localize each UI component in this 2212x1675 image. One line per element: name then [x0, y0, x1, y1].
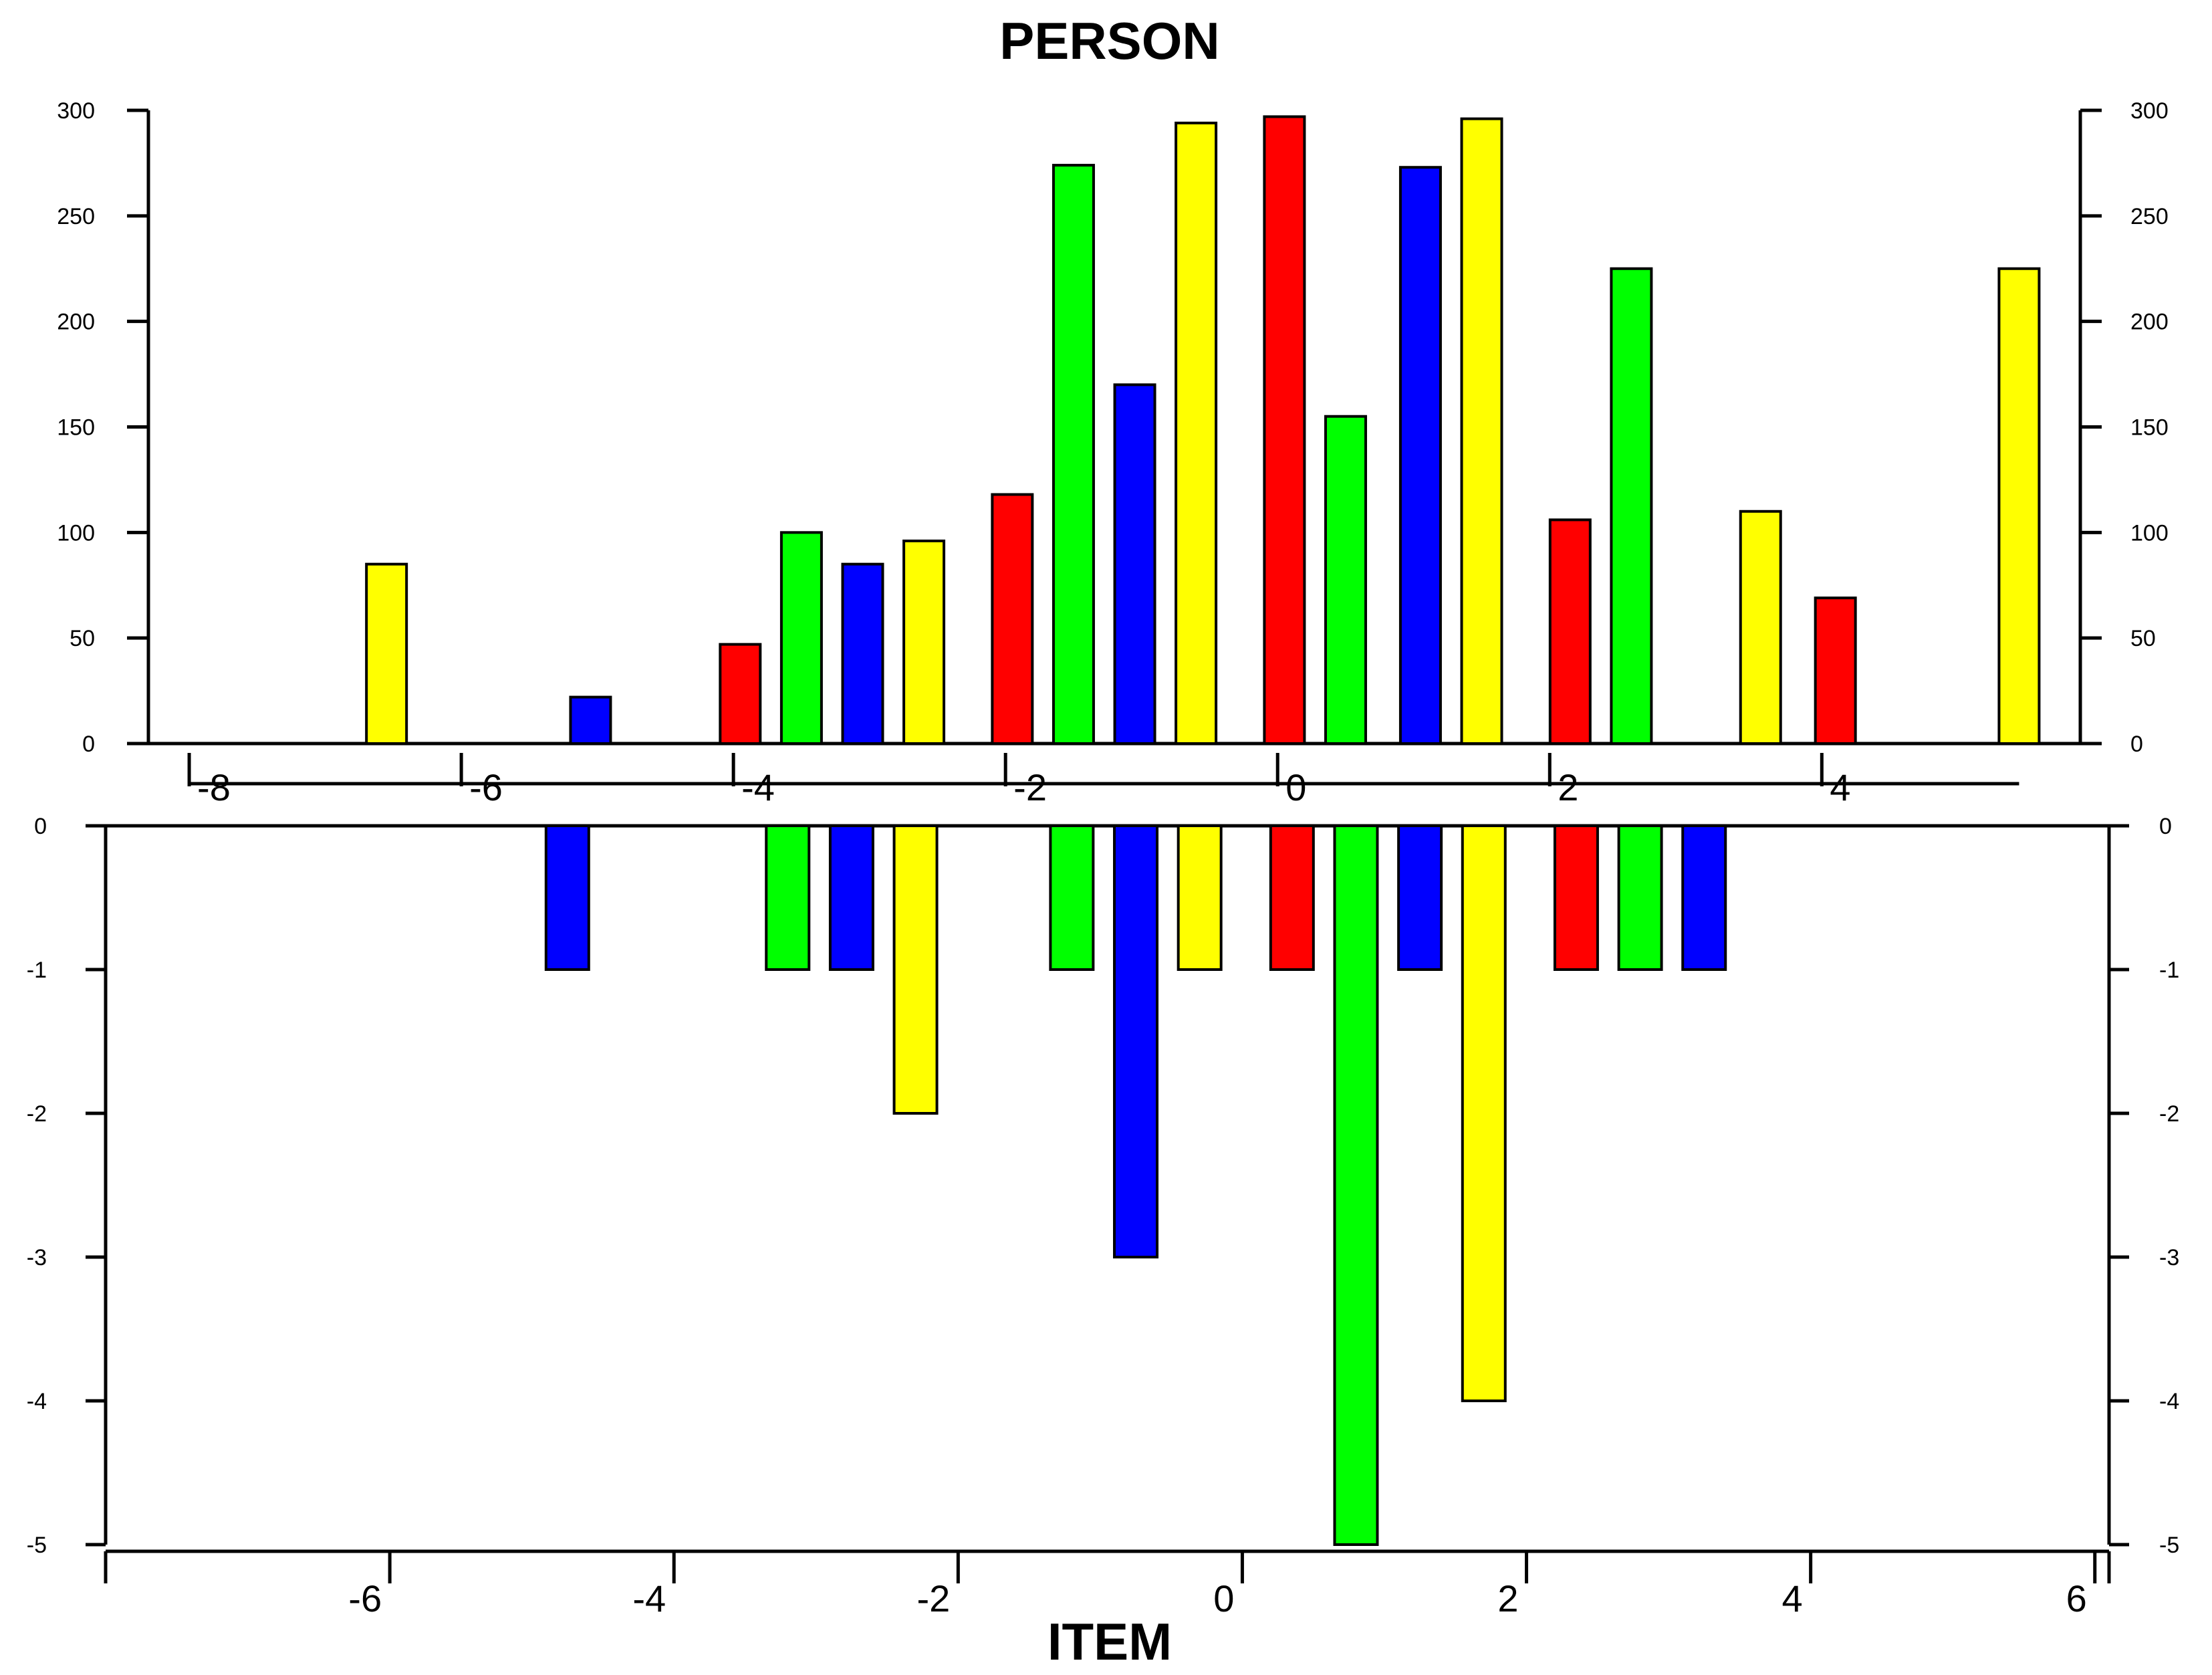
person-bar: [1113, 383, 1156, 745]
right-y-tick-label: 200: [2130, 310, 2169, 335]
person-bar: [991, 493, 1034, 745]
item-bar: [1113, 824, 1159, 1258]
x-tick-label: -8: [197, 766, 231, 808]
item-bar: [1177, 824, 1223, 971]
person-bar: [1398, 166, 1442, 746]
right-y-tick-label: -4: [2159, 1389, 2179, 1414]
person-bar: [902, 539, 946, 746]
person-bar: [1814, 596, 1857, 745]
left-y-tick-label: 200: [57, 310, 95, 335]
right-y-tick-label: 100: [2130, 520, 2169, 546]
right-y-tick-label: 0: [2159, 814, 2172, 839]
x-axis-label: ITEM: [1048, 1612, 1172, 1671]
x-tick-label: 6: [2066, 1577, 2087, 1620]
item-bar: [1553, 824, 1599, 971]
person-bar: [569, 695, 612, 746]
person-bar: [1175, 121, 1218, 745]
x-tick-label: 0: [1285, 766, 1306, 808]
item-bar: [544, 824, 590, 971]
person-bar: [1263, 115, 1306, 746]
person-bar: [365, 562, 408, 746]
item-bar: [765, 824, 811, 971]
right-y-tick-label: 300: [2130, 98, 2169, 124]
person-bar: [1997, 267, 2041, 745]
item-bar: [828, 824, 874, 971]
person-bar: [1052, 164, 1095, 746]
left-y-tick-label: -4: [27, 1389, 47, 1414]
item-bar: [1269, 824, 1315, 971]
x-tick-label: 2: [1558, 766, 1578, 808]
x-tick-label: 0: [1213, 1577, 1234, 1620]
person-bar: [1548, 518, 1592, 745]
left-y-tick-label: 150: [57, 415, 95, 441]
person-bar: [1324, 415, 1367, 745]
item-bar: [1397, 824, 1443, 971]
left-y-tick-label: -1: [27, 958, 47, 983]
right-y-tick-label: -3: [2159, 1245, 2179, 1270]
item-bar: [1461, 824, 1507, 1402]
x-tick-label: 4: [1781, 1577, 1802, 1620]
person-bar: [1739, 510, 1782, 745]
x-tick-label: -2: [917, 1577, 951, 1620]
person-bar: [719, 643, 762, 745]
right-y-tick-label: 150: [2130, 415, 2169, 441]
left-y-tick-label: -2: [27, 1101, 47, 1127]
x-tick-label: -6: [348, 1577, 382, 1620]
chart-title: PERSON: [999, 11, 1219, 70]
person-panel: 0 0 50 50 100 100 150 150 200 200 250 250 300 300 -8 -6…: [57, 98, 2168, 808]
x-tick-label: -6: [469, 766, 503, 808]
person-bar: [1610, 267, 1653, 745]
right-y-tick-label: -5: [2159, 1533, 2179, 1558]
left-y-tick-label: 100: [57, 520, 95, 546]
right-y-tick-label: -2: [2159, 1101, 2179, 1127]
person-bar: [1460, 117, 1503, 746]
person-bar: [841, 562, 884, 746]
left-y-tick-label: 50: [70, 626, 95, 651]
right-y-tick-label: -1: [2159, 958, 2179, 983]
left-y-tick-label: 250: [57, 204, 95, 229]
item-bar: [1681, 824, 1727, 971]
left-y-tick-label: 0: [82, 732, 95, 757]
item-bar: [1049, 824, 1095, 971]
item-bar: [1333, 824, 1379, 1546]
item-panel: 0 0 -1 -1 -2 -2 -3 -3 -4 -4 -5 -5 -6 -4 -2 0 2 4 6: [27, 814, 2179, 1620]
person-bar: [779, 531, 823, 745]
right-y-tick-label: 0: [2130, 732, 2143, 757]
x-tick-label: 4: [1830, 766, 1850, 808]
left-y-tick-label: -3: [27, 1245, 47, 1270]
x-tick-label: -2: [1013, 766, 1047, 808]
left-y-tick-label: 300: [57, 98, 95, 124]
left-y-tick-label: 0: [34, 814, 47, 839]
x-tick-label: 2: [1497, 1577, 1518, 1620]
right-y-tick-label: 250: [2130, 204, 2169, 229]
item-bar: [1617, 824, 1663, 971]
right-y-tick-label: 50: [2130, 626, 2156, 651]
x-tick-label: -4: [632, 1577, 666, 1620]
x-tick-label: -4: [741, 766, 775, 808]
left-y-tick-label: -5: [27, 1533, 47, 1558]
item-bar: [892, 824, 939, 1115]
